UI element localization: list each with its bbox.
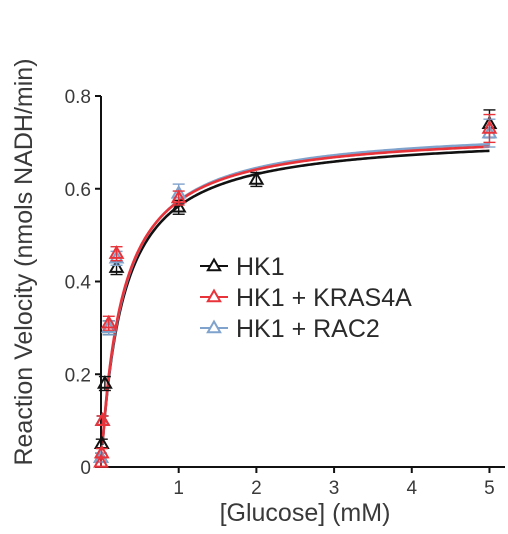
x-tick-label: 3	[329, 478, 340, 499]
data-point	[248, 170, 265, 185]
legend-label: HK1	[236, 253, 285, 281]
data-point	[94, 412, 111, 426]
x-tick-label: 5	[484, 478, 495, 499]
legend-marker	[206, 288, 222, 303]
y-axis-label: Reaction Velocity (nmols NADH/min)	[10, 58, 38, 465]
data-point	[481, 119, 498, 134]
data-point	[93, 453, 109, 468]
y-tick-label: 0	[80, 458, 91, 479]
x-tick-label: 1	[173, 478, 184, 499]
data-point	[108, 245, 125, 259]
y-tick-label: 0.4	[65, 273, 92, 294]
y-tick-label: 0.8	[65, 87, 91, 108]
legend-marker	[206, 257, 222, 272]
data-point	[170, 198, 187, 213]
data-point	[170, 189, 187, 204]
data-point	[108, 259, 125, 273]
x-tick-label: 2	[251, 478, 262, 499]
x-tick-label: 4	[406, 478, 417, 499]
data-point	[96, 375, 113, 389]
legend-label: HK1 + RAC2	[236, 315, 380, 343]
x-axis-label: [Glucose] (mM)	[220, 499, 391, 527]
y-tick-label: 0.6	[65, 180, 91, 201]
data-point	[100, 314, 117, 329]
legend-marker	[206, 319, 222, 334]
legend-label: HK1 + KRAS4A	[236, 284, 412, 312]
y-tick-label: 0.2	[65, 365, 91, 386]
fit-curve-1	[101, 145, 490, 444]
data-point	[93, 444, 110, 459]
